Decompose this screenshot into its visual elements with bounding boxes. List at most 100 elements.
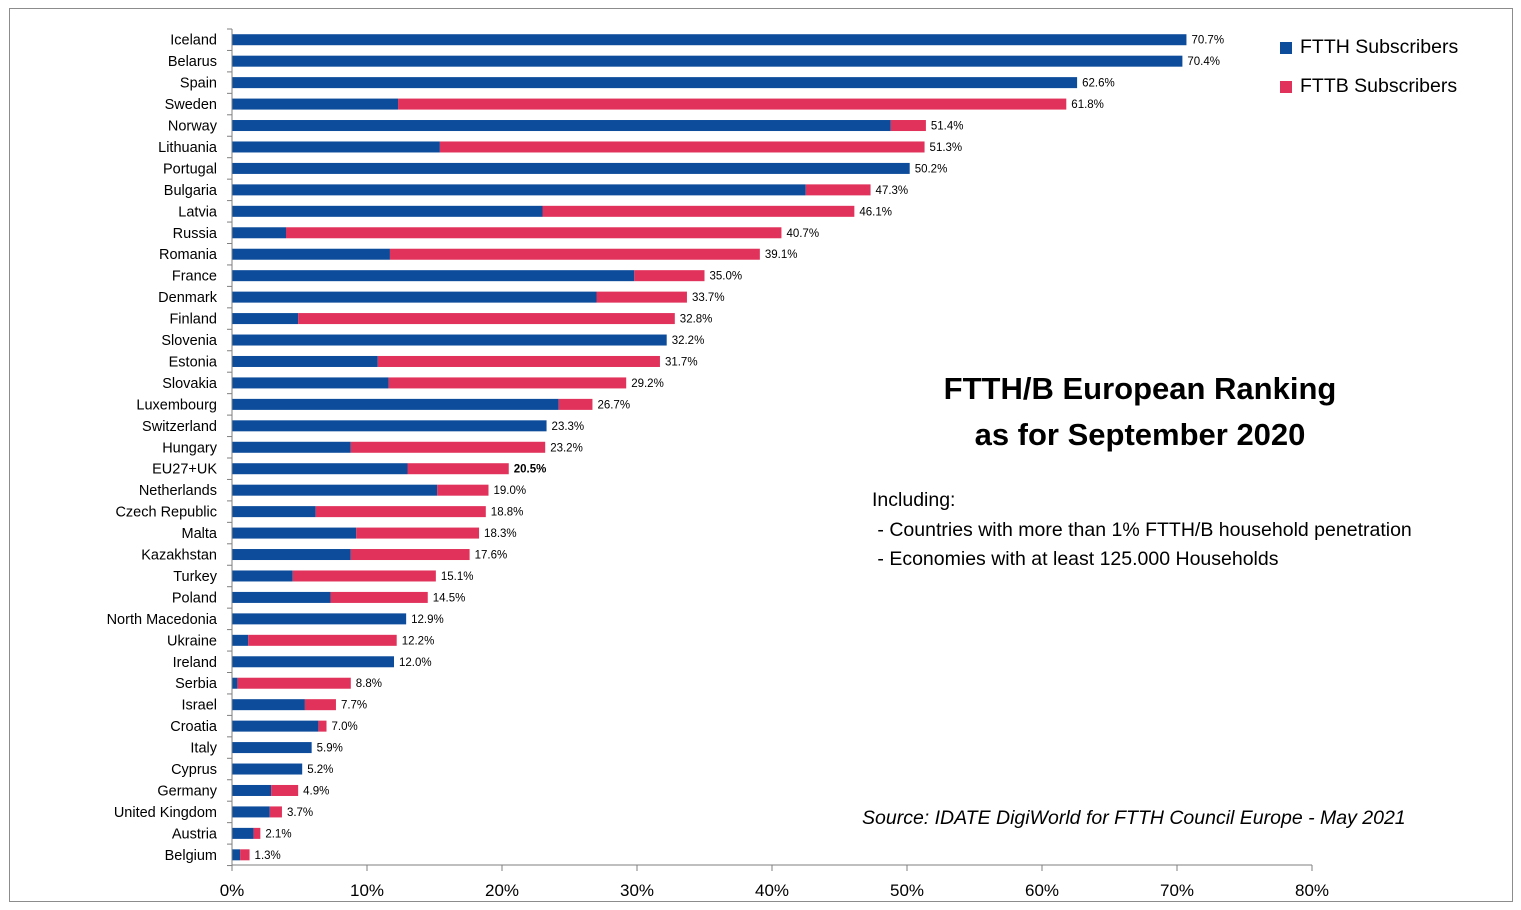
bar-fttb-10 — [389, 248, 760, 260]
bar-ftth-32 — [232, 720, 319, 732]
data-label-18: 23.3% — [552, 421, 585, 433]
legend-swatch-fttb — [1280, 80, 1292, 93]
bar-ftth-19 — [232, 441, 351, 453]
bar-fttb-36 — [269, 806, 282, 818]
category-label-25: Turkey — [173, 569, 218, 585]
bar-fttb-22 — [315, 506, 486, 518]
bar-fttb-13 — [298, 313, 675, 325]
bar-fttb-16 — [388, 377, 627, 389]
axes-layer — [227, 28, 1313, 871]
legend-swatch-ftth — [1280, 41, 1292, 54]
chart-title: FTTH/B European Ranking as for September… — [870, 366, 1410, 458]
bar-ftth-13 — [232, 313, 299, 325]
bar-ftth-33 — [232, 742, 312, 754]
data-label-21: 19.0% — [494, 485, 527, 497]
bar-ftth-37 — [232, 827, 254, 839]
data-label-17: 26.7% — [597, 399, 630, 411]
category-label-2: Spain — [180, 76, 217, 92]
data-label-16: 29.2% — [631, 378, 664, 390]
category-label-19: Hungary — [162, 440, 218, 456]
bar-fttb-11 — [634, 270, 705, 282]
chart-title-line1: FTTH/B European Ranking — [943, 371, 1337, 406]
category-label-28: Ukraine — [167, 633, 217, 649]
data-label-27: 12.9% — [411, 614, 444, 626]
bar-ftth-25 — [232, 570, 293, 582]
bar-fttb-8 — [542, 205, 855, 217]
category-label-21: Netherlands — [139, 483, 217, 499]
x-tick-label-5: 50% — [890, 881, 924, 900]
bar-ftth-24 — [232, 549, 351, 561]
category-label-0: Iceland — [170, 33, 217, 49]
bar-fttb-28 — [248, 634, 397, 646]
category-label-12: Denmark — [158, 290, 218, 306]
bar-ftth-8 — [232, 205, 543, 217]
data-label-7: 47.3% — [876, 185, 909, 197]
bar-ftth-21 — [232, 484, 438, 496]
data-label-13: 32.8% — [680, 314, 713, 326]
x-tick-label-0: 0% — [220, 881, 245, 900]
bar-fttb-3 — [398, 98, 1067, 110]
category-label-38: Belgium — [165, 848, 217, 864]
bar-ftth-3 — [232, 98, 399, 110]
data-label-5: 51.3% — [930, 142, 963, 154]
bar-ftth-11 — [232, 270, 635, 282]
category-label-14: Slovenia — [161, 333, 218, 349]
source-note: Source: IDATE DigiWorld for FTTH Council… — [862, 807, 1406, 829]
x-tick-label-2: 20% — [485, 881, 519, 900]
data-label-14: 32.2% — [672, 335, 705, 347]
x-tick-label-8: 80% — [1295, 881, 1329, 900]
data-label-32: 7.0% — [332, 721, 358, 733]
legend-item-fttb: FTTB Subscribers — [1280, 75, 1457, 98]
bar-fttb-35 — [271, 784, 299, 796]
data-label-8: 46.1% — [859, 206, 892, 218]
bar-ftth-7 — [232, 184, 806, 196]
bar-fttb-17 — [558, 398, 593, 410]
data-label-1: 70.4% — [1187, 56, 1220, 68]
data-label-31: 7.7% — [341, 700, 367, 712]
category-label-17: Luxembourg — [136, 397, 217, 413]
bar-fttb-19 — [350, 441, 546, 453]
category-label-15: Estonia — [169, 354, 218, 370]
bar-ftth-4 — [232, 120, 891, 132]
x-tick-label-4: 40% — [755, 881, 789, 900]
data-label-3: 61.8% — [1071, 99, 1104, 111]
chart-title-line2: as for September 2020 — [974, 417, 1306, 452]
data-label-34: 5.2% — [307, 764, 333, 776]
legend-item-ftth: FTTH Subscribers — [1280, 36, 1458, 59]
legend-label-ftth: FTTH Subscribers — [1300, 36, 1459, 58]
labels-layer: Iceland 70.7% Belarus 70.4% Spain 62.6% Sweden… — [107, 33, 1329, 900]
bar-ftth-26 — [232, 591, 331, 603]
category-label-9: Russia — [173, 226, 218, 242]
bar-ftth-34 — [232, 763, 303, 775]
data-label-19: 23.2% — [550, 442, 583, 454]
bar-ftth-17 — [232, 398, 559, 410]
category-label-20: EU27+UK — [152, 462, 217, 478]
x-tick-label-3: 30% — [620, 881, 654, 900]
category-label-16: Slovakia — [162, 376, 218, 392]
bar-ftth-31 — [232, 699, 305, 711]
data-label-30: 8.8% — [356, 678, 382, 690]
bar-ftth-36 — [232, 806, 270, 818]
category-label-29: Ireland — [173, 655, 217, 671]
data-label-25: 15.1% — [441, 571, 474, 583]
notes-block: Including: - Countries with more than 1%… — [872, 486, 1412, 575]
notes-heading: Including: — [872, 489, 956, 511]
bar-ftth-18 — [232, 420, 547, 432]
category-label-24: Kazakhstan — [141, 548, 217, 564]
bar-fttb-20 — [407, 463, 509, 475]
bar-ftth-2 — [232, 77, 1078, 89]
data-label-12: 33.7% — [692, 292, 725, 304]
bar-fttb-31 — [304, 699, 336, 711]
category-label-36: United Kingdom — [114, 805, 217, 821]
notes-item-1: - Countries with more than 1% FTTH/B hou… — [872, 518, 1412, 541]
bar-fttb-26 — [330, 591, 428, 603]
data-label-20: 20.5% — [514, 464, 547, 476]
bar-ftth-27 — [232, 613, 407, 625]
data-label-33: 5.9% — [317, 743, 343, 755]
category-label-37: Austria — [172, 826, 218, 842]
category-label-18: Switzerland — [142, 419, 217, 435]
category-label-5: Lithuania — [158, 140, 218, 156]
category-label-6: Portugal — [163, 161, 217, 177]
bar-fttb-15 — [377, 355, 660, 367]
bar-fttb-38 — [240, 849, 250, 861]
